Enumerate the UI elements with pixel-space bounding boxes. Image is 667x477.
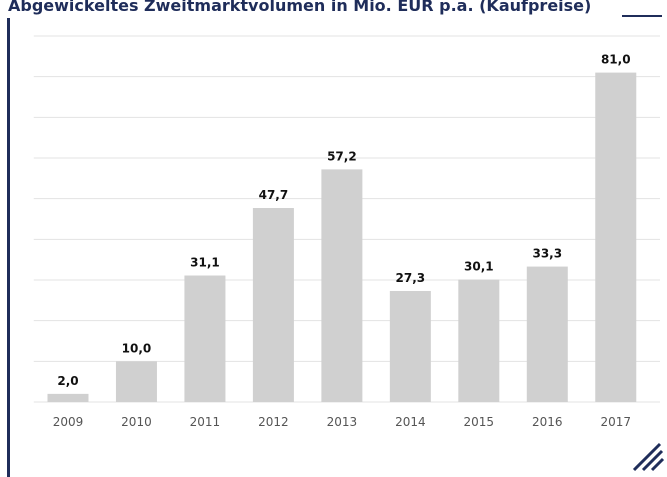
data-label: 33,3: [532, 247, 562, 261]
bar: [389, 290, 431, 402]
bar: [47, 393, 89, 402]
x-tick-label: 2017: [600, 415, 631, 429]
bar: [526, 266, 568, 402]
data-label: 57,2: [327, 149, 357, 163]
bar: [252, 208, 294, 402]
data-label: 81,0: [601, 53, 631, 67]
bar: [321, 169, 363, 402]
x-tick-label: 2011: [190, 415, 221, 429]
x-tick-label: 2014: [395, 415, 426, 429]
logo: [632, 442, 665, 472]
x-tick-label: 2012: [258, 415, 289, 429]
data-label: 10,0: [122, 341, 152, 355]
bar: [184, 275, 226, 402]
data-label: 27,3: [396, 271, 426, 285]
data-label: 31,1: [190, 256, 220, 270]
data-label: 30,1: [464, 260, 494, 274]
data-label: 2,0: [57, 374, 78, 388]
chart-title: Abgewickeltes Zweitmarktvolumen in Mio. …: [8, 0, 591, 15]
bar: [115, 361, 157, 402]
data-label: 47,7: [259, 188, 289, 202]
x-tick-label: 2013: [327, 415, 358, 429]
bar: [595, 72, 637, 402]
x-tick-label: 2009: [53, 415, 84, 429]
x-tick-label: 2010: [121, 415, 152, 429]
bar: [458, 279, 500, 402]
x-tick-label: 2015: [464, 415, 495, 429]
x-tick-label: 2016: [532, 415, 563, 429]
accent-bar: [7, 18, 10, 477]
